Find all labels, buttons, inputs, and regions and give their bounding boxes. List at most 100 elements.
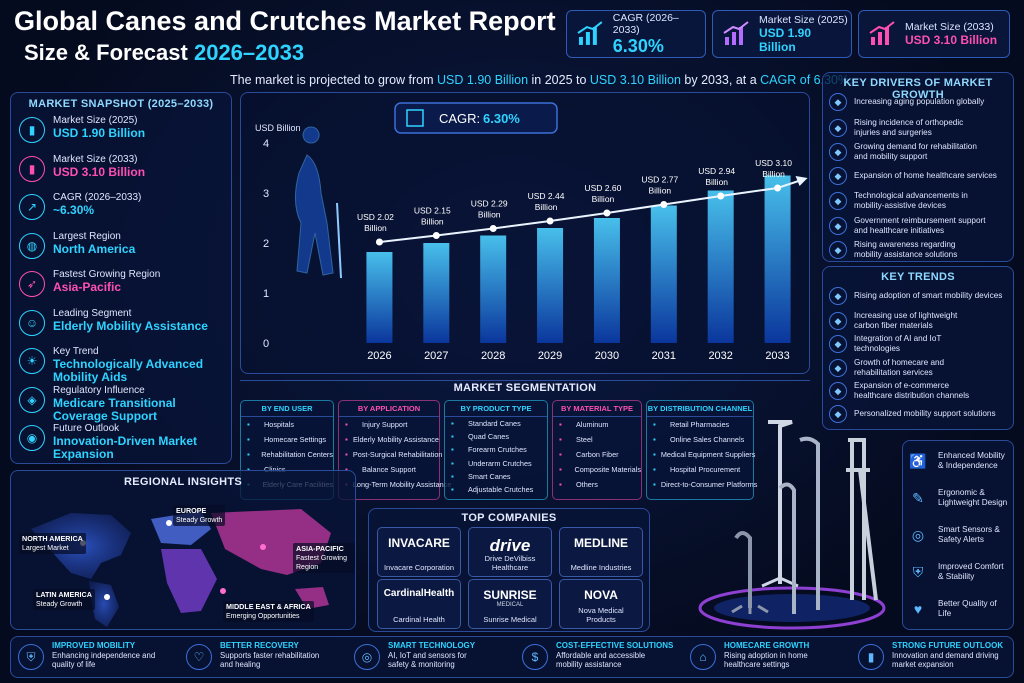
benefit-icon: $ <box>522 644 548 670</box>
bar-2027 <box>423 243 450 343</box>
y-axis-label: USD Billion <box>255 123 301 133</box>
snapshot-label: Market Size (2033) <box>53 153 138 165</box>
benefit-icon: ▮ <box>858 644 884 670</box>
trends-text: Rising adoption of smart mobility device… <box>854 291 1003 300</box>
company-name-line: Nova Medical <box>578 606 624 615</box>
x-tick-label: 2029 <box>538 350 562 362</box>
line-point <box>660 201 668 208</box>
people-icon: ☺ <box>19 309 45 336</box>
segment-item: ▪ Post-Surgical Rehabilitation <box>339 447 442 462</box>
bar-chart-icon <box>577 21 603 45</box>
snapshot-value: Asia-Pacific <box>53 280 122 294</box>
segment-item-label: Quad Canes <box>468 432 509 442</box>
snapshot-value: Technologically Advanced Mobility Aids <box>53 357 204 384</box>
kpi-label: Market Size (2033) <box>905 21 994 33</box>
bullet-icon: ▪ <box>451 471 454 481</box>
segment-item-label: Homecare Settings <box>264 435 327 444</box>
segment-item: ▪ Medical Equipment Suppliers <box>647 447 755 462</box>
trends-item: ◆ Rising adoption of smart mobility devic… <box>829 287 1009 305</box>
company-name: Sunrise Medical <box>469 615 551 624</box>
benefit-desc: Enhancing independence and <box>52 651 156 660</box>
segment-item: ▪ Online Sales Channels <box>647 432 753 447</box>
company-name-line: Sunrise Medical <box>483 615 537 624</box>
bullet-icon: ▪ <box>345 465 357 474</box>
segment-item: ▪ Forearm Crutches <box>445 443 547 456</box>
feature-text: Smart Sensors & <box>938 525 1000 534</box>
bullet-icon: ▪ <box>451 485 454 495</box>
segment-item-label: Direct-to-Consumer Platforms <box>660 480 758 489</box>
kpi-label: Market Size (2025) <box>759 14 848 26</box>
drivers-text: mobility-assistive devices <box>854 201 946 210</box>
segment-group: BY DISTRIBUTION CHANNEL ▪ Retail Pharmacie… <box>646 400 757 500</box>
bullet-icon: ◆ <box>829 241 847 259</box>
snapshot-label: Market Size (2025) <box>53 115 138 126</box>
data-label: Billion <box>535 202 558 212</box>
segment-item: ▪ Clinics <box>241 462 333 477</box>
bullet-icon: ◆ <box>829 382 847 400</box>
drivers-item: ◆ Growing demand for rehabilitation and mo… <box>829 142 1009 162</box>
drivers-text: Expansion of home healthcare services <box>854 170 997 180</box>
feature-item: ✎ Ergonomic & Lightweight Design <box>906 479 1016 517</box>
benefit-icon: ◎ <box>354 644 380 670</box>
company-name-line: Healthcare <box>491 563 529 572</box>
x-tick-label: 2027 <box>424 350 448 362</box>
segment-item-label: Composite Materials <box>574 465 641 474</box>
bullet-icon: ▪ <box>559 450 562 459</box>
bar-2026 <box>366 252 393 343</box>
benefit-item: ⛨ IMPROVED MOBILITY Enhancing independence… <box>18 641 178 677</box>
x-tick-label: 2032 <box>708 350 732 362</box>
line-point <box>603 209 611 217</box>
region-asia-pacific: ASIA-PACIFIC Fastest Growing Region <box>293 543 355 573</box>
snapshot-item: ▮ Market Size (2025) USD 1.90 Billion <box>19 115 229 153</box>
bullet-icon: ▪ <box>247 435 250 444</box>
bullet-icon: ▪ <box>559 420 562 429</box>
bullet-icon: ◆ <box>829 93 847 111</box>
snapshot-value: Innovation-Driven Market Expansion <box>53 434 198 461</box>
region-name: LATIN AMERICA <box>36 590 92 599</box>
segment-item: ▪ Composite Materials <box>553 462 641 477</box>
region-note: Steady Growth <box>36 601 83 608</box>
company-card: drive Drive DeVilbiss Healthcare <box>468 527 552 577</box>
feature-text: Life <box>938 609 952 618</box>
feature-text: Lightweight Design <box>938 498 1008 507</box>
segment-item-label: Aluminum <box>576 420 609 429</box>
companies-title: TOP COMPANIES <box>461 512 557 524</box>
line-point <box>546 217 554 225</box>
segment-item-label: Underarm Crutches <box>468 458 532 468</box>
snapshot-label: Leading Segment <box>53 307 132 319</box>
region-middle-east-africa: MIDDLE EAST & AFRICA Emerging Opportuniti… <box>223 601 314 622</box>
segment-item-label: Hospital Procurement <box>670 465 741 474</box>
company-card: MEDLINE Medline Industries <box>559 527 643 577</box>
benefit-desc: healthcare settings <box>724 660 790 669</box>
snapshot-item: ◉ Future Outlook Innovation-Driven Market … <box>19 423 229 461</box>
benefit-desc: quality of life <box>52 660 96 669</box>
trends-text: rehabilitation services <box>854 367 933 377</box>
segment-item-label: Others <box>576 480 598 489</box>
segment-item-label: Rehabilitation Centers <box>261 450 333 459</box>
trends-text: carbon fiber materials <box>854 320 933 330</box>
segment-item: ▪ Direct-to-Consumer Platforms <box>647 477 757 492</box>
benefit-desc: Supports faster rehabilitation <box>220 651 320 660</box>
feature-icon: ✎ <box>912 490 924 506</box>
kpi-size-2033: Market Size (2033) USD 3.10 Billion <box>858 10 1010 58</box>
benefit-desc: mobility assistance <box>556 660 622 669</box>
segment-item: ▪ Hospital Procurement <box>647 462 753 477</box>
trends-text: Growth of homecare and <box>854 357 945 367</box>
drivers-text: Increasing aging population globally <box>854 97 985 106</box>
subtitle-years: 2026–2033 <box>193 40 305 65</box>
line-point <box>432 232 440 239</box>
bullet-icon: ◆ <box>829 311 847 330</box>
feature-item: ♥ Better Quality of Life <box>906 590 1016 628</box>
feature-item: ♿ Enhanced Mobility & Independence <box>906 442 1016 480</box>
x-tick-label: 2026 <box>367 350 391 362</box>
drivers-text: mobility assistance solutions <box>854 250 958 259</box>
data-label: Billion <box>592 194 615 204</box>
x-tick-label: 2033 <box>765 350 789 362</box>
market-size-chart: USD Billion 0 1 2 3 4 2026 2027 2028 2029 2030 2031… <box>255 102 808 362</box>
bullet-icon: ◆ <box>829 118 847 137</box>
bar-2028 <box>480 235 507 343</box>
cagr-label: CAGR: <box>439 111 480 126</box>
data-label: USD 2.15 <box>414 206 451 216</box>
summary-highlight: USD 3.10 Billion <box>589 73 681 87</box>
segment-item: ▪ Underarm Crutches <box>445 457 547 470</box>
